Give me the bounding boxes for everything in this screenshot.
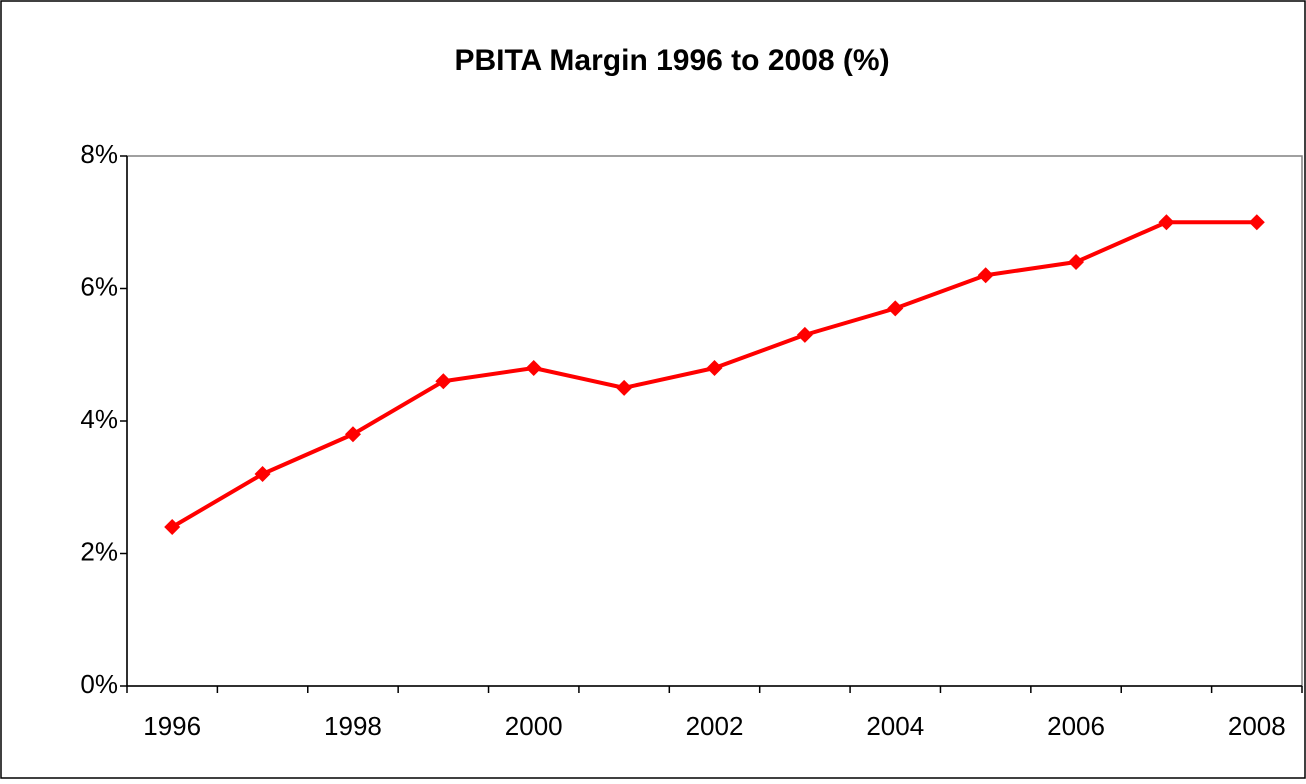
y-tick-label: 0% [80,669,118,699]
x-tick-label: 1996 [143,711,201,741]
x-tick-label: 2002 [686,711,744,741]
x-tick-label: 2004 [866,711,924,741]
y-tick-label: 2% [80,536,118,566]
point-marker [706,360,723,376]
point-marker [977,267,994,284]
point-marker [164,519,181,535]
point-marker [1248,214,1265,231]
y-tick-label: 8% [80,139,118,169]
point-marker [344,426,361,443]
x-tick-label: 2000 [505,711,563,741]
y-tick-label: 4% [80,404,118,434]
point-marker [525,360,542,376]
x-tick-label: 1998 [324,711,382,741]
point-marker [1068,254,1085,270]
point-marker [1158,214,1175,231]
point-marker [887,300,904,317]
x-tick-label: 2006 [1047,711,1105,741]
x-tick-label: 2008 [1228,711,1286,741]
point-marker [616,379,633,396]
point-marker [435,373,452,390]
point-marker [796,326,813,343]
y-tick-label: 6% [80,271,118,301]
point-marker [254,466,271,482]
chart-title: PBITA Margin 1996 to 2008 (%) [454,44,889,77]
